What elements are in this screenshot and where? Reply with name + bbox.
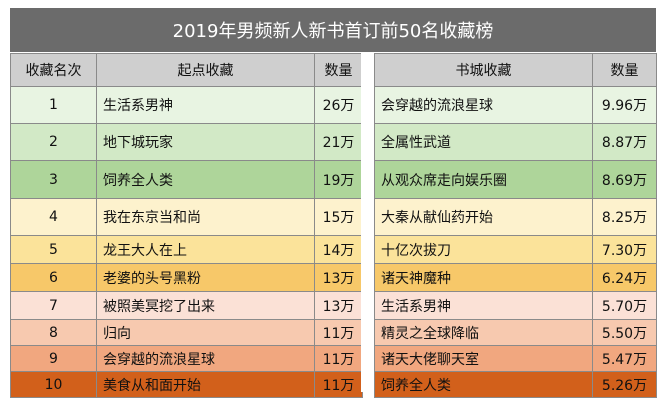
shucheng-header: 书城收藏	[374, 53, 593, 87]
qidian-book-cell: 饲养全人类	[96, 160, 315, 199]
table-row: 会穿越的流浪星球 9.96万	[374, 86, 657, 124]
rank-cell: 8	[10, 319, 97, 346]
qidian-count-cell: 11万	[314, 371, 363, 398]
shucheng-count-cell: 5.70万	[592, 291, 657, 320]
table-row: 精灵之全球降临 5.50万	[374, 319, 657, 346]
qidian-count-cell: 19万	[314, 160, 363, 199]
shucheng-count-cell: 6.24万	[592, 263, 657, 292]
shucheng-count-cell: 8.87万	[592, 123, 657, 161]
table-row: 诸天大佬聊天室 5.47万	[374, 345, 657, 372]
qidian-count-cell: 14万	[314, 235, 363, 264]
qidian-book-cell: 我在东京当和尚	[96, 198, 315, 236]
table-row: 从观众席走向娱乐圈 8.69万	[374, 160, 657, 199]
table-row: 6 老婆的头号黑粉 13万	[10, 263, 363, 292]
shucheng-count-cell: 8.25万	[592, 198, 657, 236]
shucheng-book-cell: 精灵之全球降临	[374, 319, 593, 346]
rank-cell: 4	[10, 198, 97, 236]
shucheng-book-cell: 全属性武道	[374, 123, 593, 161]
table-row: 饲养全人类 5.26万	[374, 371, 657, 398]
table-row: 5 龙王大人在上 14万	[10, 235, 363, 264]
rank-cell: 1	[10, 86, 97, 124]
table-row: 1 生活系男神 26万	[10, 86, 363, 124]
rank-header: 收藏名次	[10, 53, 97, 87]
qidian-count-cell: 13万	[314, 263, 363, 292]
shucheng-count-header: 数量	[592, 53, 657, 87]
shucheng-count-cell: 5.50万	[592, 319, 657, 346]
table-row: 2 地下城玩家 21万	[10, 123, 363, 161]
shucheng-book-cell: 大秦从献仙药开始	[374, 198, 593, 236]
shucheng-book-cell: 诸天神魔种	[374, 263, 593, 292]
table-gap	[361, 53, 374, 392]
qidian-count-cell: 26万	[314, 86, 363, 124]
table-row: 十亿次拔刀 7.30万	[374, 235, 657, 264]
qidian-book-cell: 地下城玩家	[96, 123, 315, 161]
shucheng-count-cell: 5.26万	[592, 371, 657, 398]
qidian-book-cell: 龙王大人在上	[96, 235, 315, 264]
qidian-book-cell: 被照美冥挖了出来	[96, 291, 315, 320]
rank-cell: 6	[10, 263, 97, 292]
qidian-count-cell: 21万	[314, 123, 363, 161]
table-row: 3 饲养全人类 19万	[10, 160, 363, 199]
table-row: 大秦从献仙药开始 8.25万	[374, 198, 657, 236]
table-row: 8 归向 11万	[10, 319, 363, 346]
qidian-book-cell: 生活系男神	[96, 86, 315, 124]
table-row: 全属性武道 8.87万	[374, 123, 657, 161]
table-row: 生活系男神 5.70万	[374, 291, 657, 320]
qidian-header-row: 收藏名次 起点收藏 数量	[10, 53, 363, 87]
qidian-count-cell: 11万	[314, 345, 363, 372]
shucheng-table: 书城收藏 数量 会穿越的流浪星球 9.96万 全属性武道 8.87万 从观众席走向娱乐圈…	[374, 53, 657, 398]
qidian-book-cell: 老婆的头号黑粉	[96, 263, 315, 292]
shucheng-count-cell: 7.30万	[592, 235, 657, 264]
shucheng-book-cell: 从观众席走向娱乐圈	[374, 160, 593, 199]
qidian-count-header: 数量	[314, 53, 363, 87]
table-row: 10 美食从和面开始 11万	[10, 371, 363, 398]
shucheng-count-cell: 5.47万	[592, 345, 657, 372]
rank-cell: 10	[10, 371, 97, 398]
qidian-header: 起点收藏	[96, 53, 315, 87]
qidian-count-cell: 13万	[314, 291, 363, 320]
sheet-title: 2019年男频新人新书首订前50名收藏榜	[10, 8, 656, 52]
shucheng-book-cell: 十亿次拔刀	[374, 235, 593, 264]
rank-cell: 3	[10, 160, 97, 199]
shucheng-book-cell: 诸天大佬聊天室	[374, 345, 593, 372]
qidian-book-cell: 会穿越的流浪星球	[96, 345, 315, 372]
shucheng-book-cell: 饲养全人类	[374, 371, 593, 398]
qidian-book-cell: 归向	[96, 319, 315, 346]
qidian-count-cell: 11万	[314, 319, 363, 346]
qidian-table: 收藏名次 起点收藏 数量 1 生活系男神 26万 2 地下城玩家 21万 3 饲养全人类 19万…	[10, 53, 363, 398]
qidian-book-cell: 美食从和面开始	[96, 371, 315, 398]
shucheng-book-cell: 生活系男神	[374, 291, 593, 320]
table-row: 4 我在东京当和尚 15万	[10, 198, 363, 236]
table-row: 诸天神魔种 6.24万	[374, 263, 657, 292]
rank-cell: 9	[10, 345, 97, 372]
shucheng-book-cell: 会穿越的流浪星球	[374, 86, 593, 124]
table-row: 7 被照美冥挖了出来 13万	[10, 291, 363, 320]
shucheng-count-cell: 8.69万	[592, 160, 657, 199]
shucheng-header-row: 书城收藏 数量	[374, 53, 657, 87]
rank-cell: 7	[10, 291, 97, 320]
qidian-count-cell: 15万	[314, 198, 363, 236]
rank-cell: 5	[10, 235, 97, 264]
shucheng-count-cell: 9.96万	[592, 86, 657, 124]
table-row: 9 会穿越的流浪星球 11万	[10, 345, 363, 372]
rank-cell: 2	[10, 123, 97, 161]
